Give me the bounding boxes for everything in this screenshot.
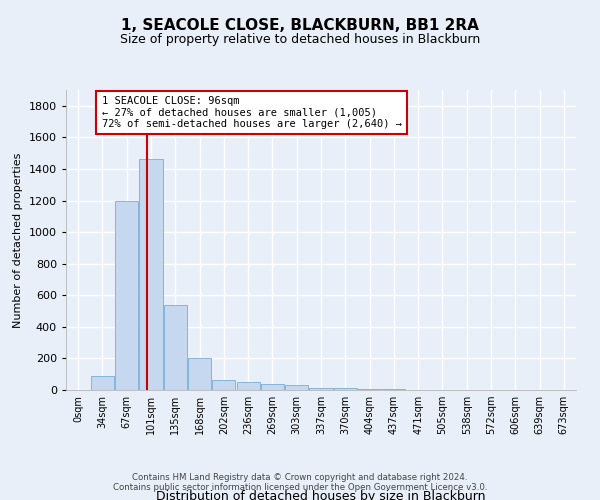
Bar [334, 388, 357, 390]
Y-axis label: Number of detached properties: Number of detached properties [13, 152, 23, 328]
Bar [212, 380, 235, 390]
Bar [139, 160, 163, 390]
Text: 1 SEACOLE CLOSE: 96sqm
← 27% of detached houses are smaller (1,005)
72% of semi-: 1 SEACOLE CLOSE: 96sqm ← 27% of detached… [102, 96, 402, 129]
Bar [382, 389, 406, 390]
Bar [285, 386, 308, 390]
Bar [188, 358, 211, 390]
Bar [115, 200, 138, 390]
Text: Contains HM Land Registry data © Crown copyright and database right 2024.
Contai: Contains HM Land Registry data © Crown c… [113, 473, 487, 492]
Text: 1, SEACOLE CLOSE, BLACKBURN, BB1 2RA: 1, SEACOLE CLOSE, BLACKBURN, BB1 2RA [121, 18, 479, 32]
Text: Size of property relative to detached houses in Blackburn: Size of property relative to detached ho… [120, 32, 480, 46]
Bar [164, 304, 187, 390]
Bar [91, 376, 114, 390]
Bar [261, 384, 284, 390]
X-axis label: Distribution of detached houses by size in Blackburn: Distribution of detached houses by size … [156, 490, 486, 500]
Bar [358, 389, 381, 390]
Bar [236, 382, 260, 390]
Bar [310, 388, 332, 390]
